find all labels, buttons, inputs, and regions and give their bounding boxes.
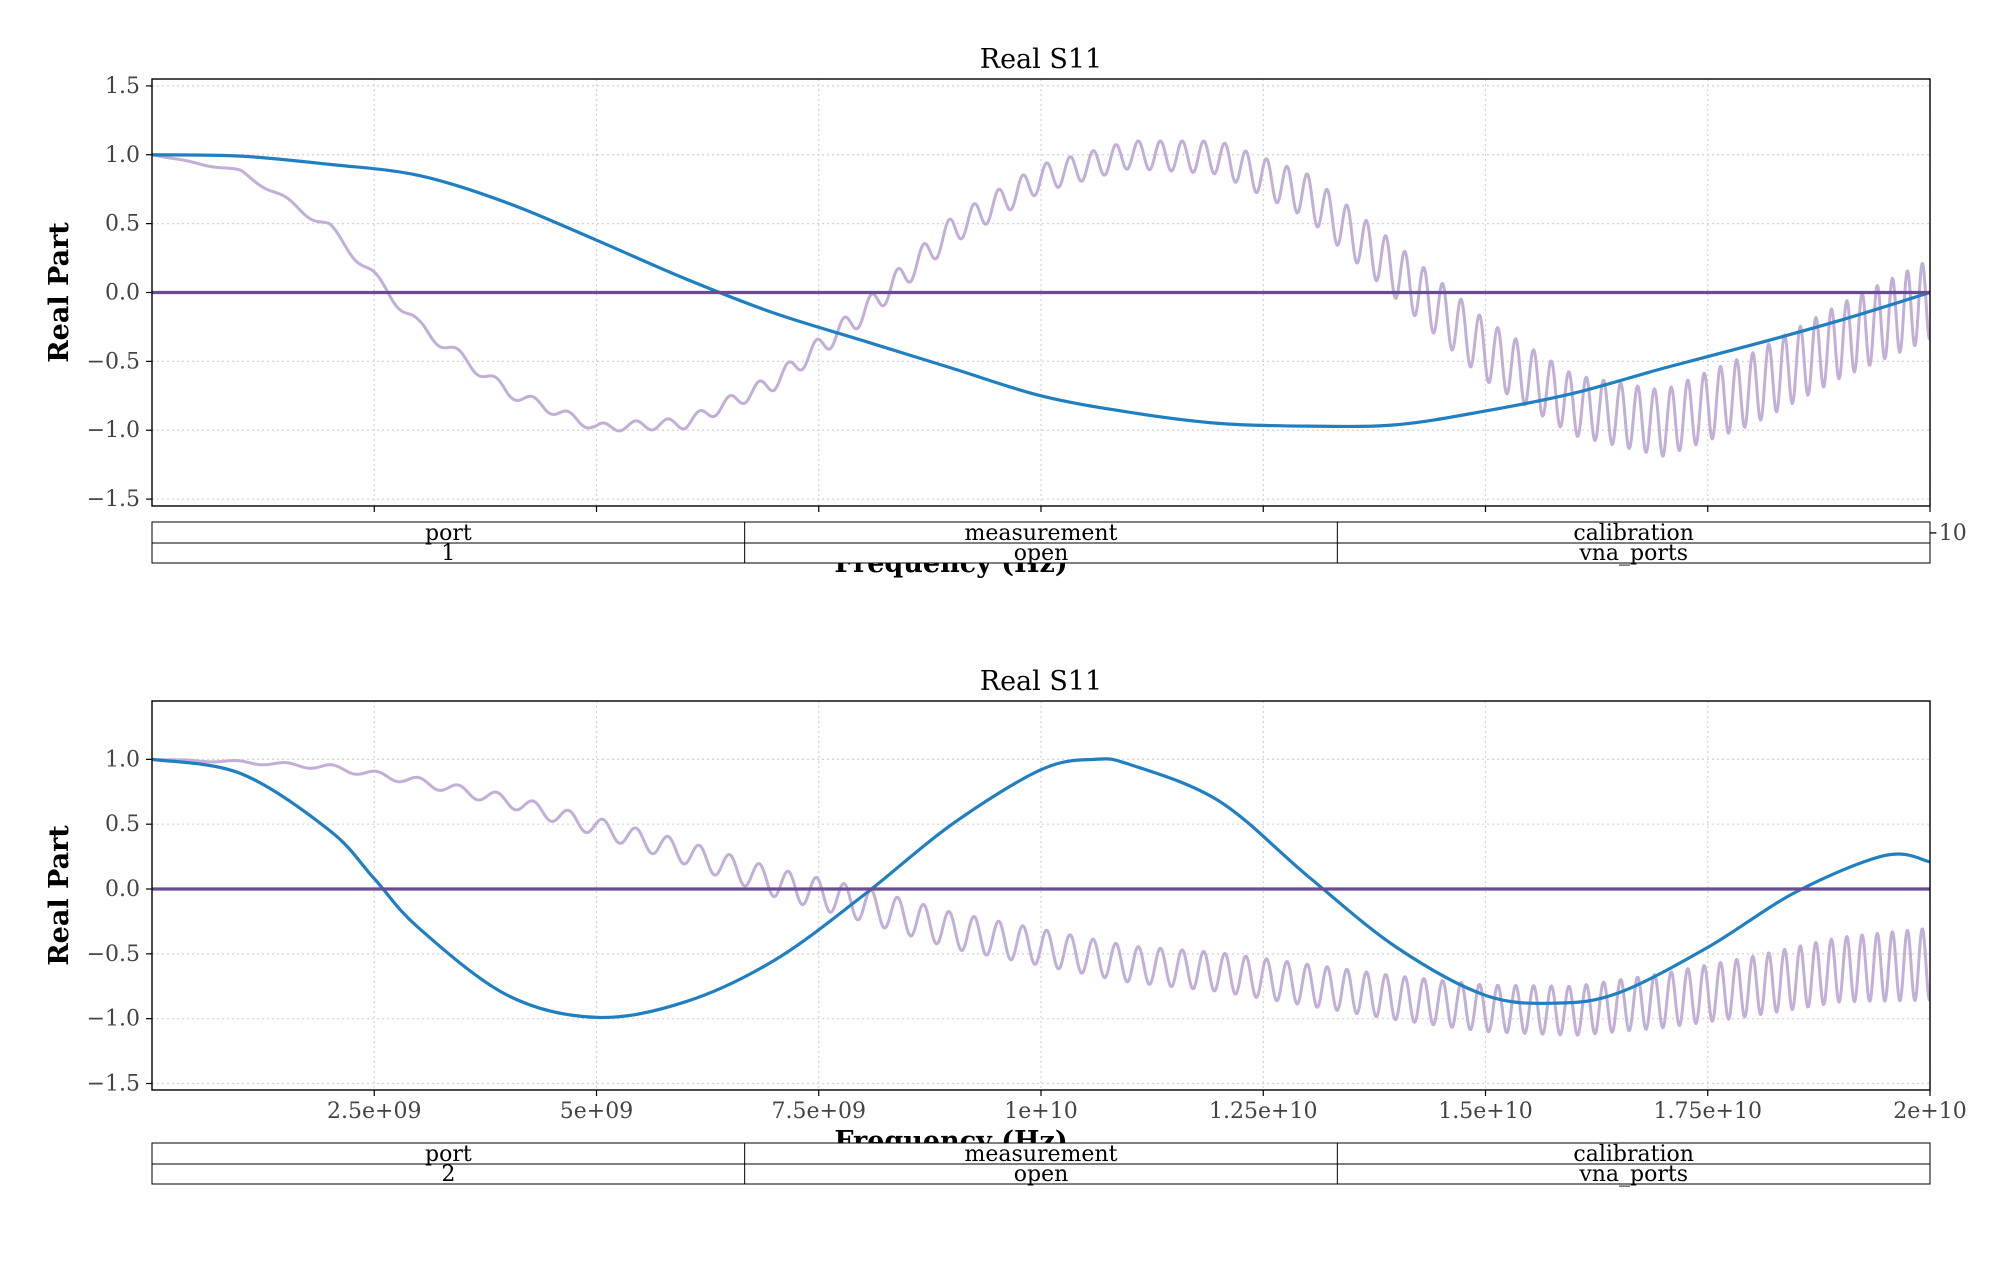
y-tick-label: −1.5	[87, 487, 140, 512]
y-tick-label: 0.0	[105, 877, 140, 902]
y-tick-label: −0.5	[87, 349, 140, 374]
y-tick-label: 1.5	[105, 74, 140, 99]
y-tick-label: −1.0	[87, 418, 140, 443]
x-tick-label: 1e+10	[1004, 1099, 1077, 1124]
y-tick-label: −0.5	[87, 942, 140, 967]
y-tick-label: −1.5	[87, 1072, 140, 1097]
table-header-cell: calibration	[1573, 1142, 1694, 1167]
table-cell: vna_ports	[1578, 1162, 1688, 1187]
x-tick-label: 2e+10	[1893, 1099, 1966, 1124]
table-cell: open	[1014, 541, 1069, 566]
x-tick-label: 2.5e+09	[327, 1099, 421, 1124]
chart-title: Real S11	[980, 44, 1102, 75]
info-table: port measurement calibration 2 open vna_ports	[151, 1142, 1931, 1187]
series-line-2	[152, 153, 1930, 429]
table-header-cell: port	[425, 1142, 472, 1167]
y-tick-label: 1.0	[105, 143, 140, 168]
y-tick-label: 1.0	[105, 747, 140, 772]
x-tick-label: 5e+09	[560, 1099, 633, 1124]
info-table: port measurement calibration 1 open vna_ports	[151, 521, 1931, 566]
chart-title: Real S11	[980, 666, 1102, 697]
x-tick-label: 1.75e+10	[1654, 1099, 1762, 1124]
subplot-2: −1.5 −1.0 −0.5 0.0 0.5 1.0 2.5e+09 5e+09 7.5e+09…	[44, 666, 1967, 1187]
table-cell: 2	[441, 1162, 455, 1187]
y-axis-label: Real Part	[44, 222, 75, 363]
table-cell: vna_ports	[1578, 541, 1688, 566]
table-cell: open	[1014, 1162, 1069, 1187]
y-tick-label: 0.5	[105, 812, 140, 837]
x-tick-label: 1.5e+10	[1438, 1099, 1532, 1124]
table-header-cell: measurement	[965, 521, 1118, 546]
y-axis-label: Real Part	[44, 825, 75, 966]
x-tick-label: 1.25e+10	[1209, 1099, 1317, 1124]
y-tick-label: 0.0	[105, 281, 140, 306]
table-header-cell: port	[425, 521, 472, 546]
table-header-cell: measurement	[965, 1142, 1118, 1167]
series-line-1	[152, 757, 1930, 1037]
table-cell: 1	[441, 541, 455, 566]
subplot-1: −1.5−1.0−0.50.00.51.01.52.5e+095e+097.5e…	[44, 44, 1967, 579]
x-tick-label: 7.5e+09	[772, 1099, 866, 1124]
series-line-1	[152, 139, 1930, 458]
series-line-2	[152, 757, 1930, 1020]
y-tick-label: 0.5	[105, 212, 140, 237]
y-tick-label: −1.0	[87, 1007, 140, 1032]
table-header-cell: calibration	[1573, 521, 1694, 546]
